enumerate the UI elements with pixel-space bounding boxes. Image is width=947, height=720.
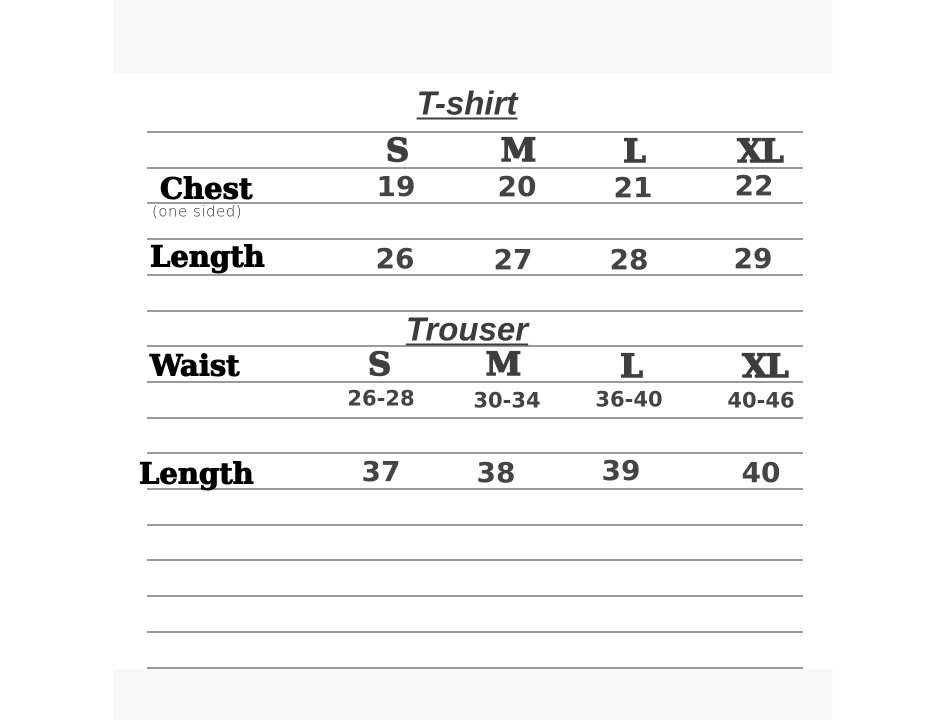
chest-s: 19 (376, 170, 416, 203)
rule-line (147, 559, 803, 562)
trouser-size-l: L (620, 347, 644, 385)
rule-line (147, 238, 803, 241)
trouser-length-s: 37 (361, 455, 401, 488)
tshirt-length-s: 26 (375, 242, 415, 275)
waist-xl: 40-46 (727, 388, 795, 413)
tshirt-title: T-shirt (416, 84, 518, 122)
trouser-size-m: M (485, 345, 522, 383)
chest-l: 21 (613, 171, 653, 204)
tshirt-length-xl: 29 (733, 242, 773, 275)
tshirt-length-l: 28 (609, 243, 649, 276)
rule-line (147, 131, 803, 133)
tshirt-size-xl: XL (737, 132, 785, 170)
tshirt-size-m: M (500, 131, 537, 169)
rule-line (147, 166, 803, 169)
rule-line (147, 630, 803, 633)
rule-line (147, 666, 803, 669)
waist-m: 30-34 (473, 388, 541, 413)
trouser-size-s: S (367, 345, 392, 383)
rule-line (147, 452, 803, 455)
rule-line (147, 345, 803, 348)
bottom-band (113, 669, 833, 720)
chest-m: 20 (497, 170, 537, 203)
trouser-length-xl: 40 (741, 456, 781, 489)
size-chart-sheet (113, 0, 833, 720)
trouser-size-xl: XL (742, 347, 790, 385)
trouser-length-m: 38 (476, 456, 516, 489)
chest-label: Chest (159, 171, 253, 206)
trouser-title: Trouser (405, 310, 529, 348)
tshirt-length-m: 27 (493, 243, 533, 276)
waist-label: Waist (150, 348, 241, 383)
trouser-length-label: Length (139, 456, 255, 491)
waist-s: 26-28 (347, 386, 415, 411)
rule-line (147, 380, 803, 383)
trouser-length-l: 39 (601, 454, 641, 487)
rule-line (147, 416, 803, 419)
rule-line (147, 202, 803, 205)
rule-line (147, 488, 803, 490)
rule-line (147, 309, 803, 312)
rule-line (147, 595, 803, 598)
waist-l: 36-40 (595, 387, 663, 412)
chest-note: (one sided) (152, 202, 243, 221)
tshirt-size-l: L (623, 132, 647, 170)
top-band (113, 0, 833, 74)
tshirt-size-s: S (385, 131, 410, 169)
rule-line (147, 273, 803, 276)
chest-xl: 22 (734, 169, 774, 202)
tshirt-length-label: Length (150, 239, 266, 274)
rule-line (147, 523, 803, 526)
